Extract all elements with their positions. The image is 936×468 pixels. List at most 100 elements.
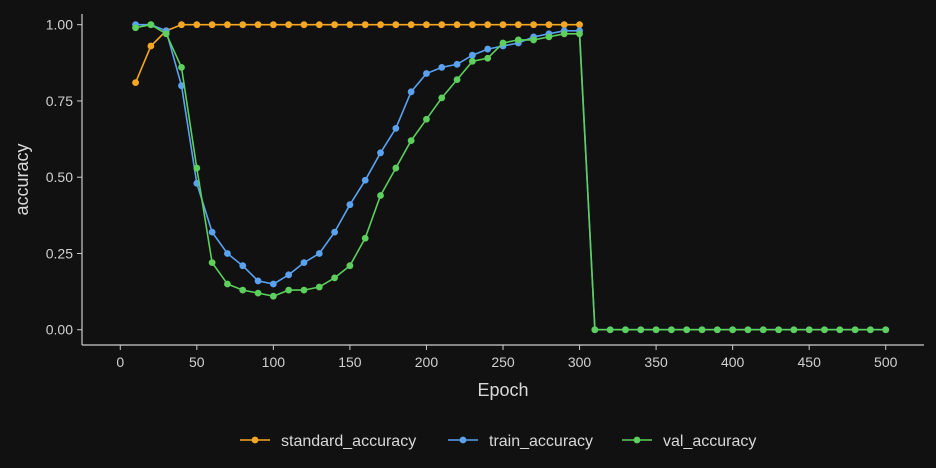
data-point-standard_accuracy <box>377 21 384 29</box>
legend-swatch-point <box>251 436 259 444</box>
data-point-standard_accuracy <box>285 21 293 29</box>
legend: standard_accuracy train_accuracy val_accur… <box>240 433 756 450</box>
data-point-val_accuracy <box>300 286 308 294</box>
series-layer <box>132 21 890 334</box>
data-point-train_accuracy <box>423 70 430 77</box>
data-point-val_accuracy <box>514 36 522 44</box>
data-point-train_accuracy <box>361 176 369 184</box>
data-point-standard_accuracy <box>438 21 446 29</box>
data-point-val_accuracy <box>392 164 400 172</box>
data-point-val_accuracy <box>821 326 828 334</box>
data-point-val_accuracy <box>683 326 691 334</box>
data-point-standard_accuracy <box>331 21 338 29</box>
data-point-val_accuracy <box>805 326 813 334</box>
legend-label: val_accuracy <box>663 433 756 450</box>
data-point-train_accuracy <box>224 250 231 257</box>
data-point-train_accuracy <box>331 228 338 236</box>
data-point-val_accuracy <box>530 36 538 44</box>
data-point-standard_accuracy <box>132 79 139 87</box>
data-point-standard_accuracy <box>514 21 522 29</box>
data-point-standard_accuracy <box>423 21 430 29</box>
data-point-train_accuracy <box>392 125 400 132</box>
data-point-train_accuracy <box>300 259 308 267</box>
data-point-standard_accuracy <box>576 21 583 29</box>
data-point-standard_accuracy <box>224 21 231 29</box>
data-point-val_accuracy <box>239 286 247 294</box>
data-point-train_accuracy <box>407 88 415 96</box>
data-point-val_accuracy <box>377 192 384 199</box>
x-tick-label: 450 <box>798 354 822 370</box>
data-point-train_accuracy <box>468 51 476 59</box>
data-point-val_accuracy <box>315 283 323 291</box>
data-point-val_accuracy <box>132 24 139 32</box>
data-point-val_accuracy <box>576 30 583 38</box>
data-point-val_accuracy <box>729 326 737 334</box>
data-point-standard_accuracy <box>530 21 538 29</box>
series-val_accuracy <box>132 21 890 334</box>
x-tick-label: 200 <box>415 354 439 370</box>
data-point-val_accuracy <box>759 326 767 334</box>
data-point-standard_accuracy <box>147 42 155 50</box>
data-point-standard_accuracy <box>178 21 185 29</box>
data-point-val_accuracy <box>269 292 277 300</box>
data-point-train_accuracy <box>377 149 384 157</box>
x-tick-label: 250 <box>491 354 515 370</box>
data-point-val_accuracy <box>193 164 201 172</box>
data-point-train_accuracy <box>239 262 247 270</box>
legend-item-standard_accuracy: standard_accuracy <box>240 433 416 450</box>
data-point-val_accuracy <box>606 326 614 334</box>
y-tick-label: 0.75 <box>46 93 73 109</box>
legend-swatch-point <box>459 436 467 444</box>
data-point-val_accuracy <box>622 326 629 334</box>
data-point-standard_accuracy <box>208 21 216 29</box>
data-point-standard_accuracy <box>468 21 476 29</box>
data-point-standard_accuracy <box>560 21 568 29</box>
data-point-train_accuracy <box>269 280 277 288</box>
data-point-standard_accuracy <box>453 21 461 29</box>
data-point-val_accuracy <box>851 326 859 334</box>
data-point-val_accuracy <box>713 326 721 334</box>
axes: 0 50 100 150 200 250 300 350 400 450 500 0.00 0.25 0.… <box>46 14 924 370</box>
legend-item-train_accuracy: train_accuracy <box>448 433 593 450</box>
data-point-val_accuracy <box>453 76 461 83</box>
x-tick-label: 350 <box>644 354 668 370</box>
data-point-val_accuracy <box>867 326 874 334</box>
data-point-standard_accuracy <box>315 21 323 29</box>
data-point-standard_accuracy <box>193 21 201 29</box>
data-point-standard_accuracy <box>545 21 553 29</box>
data-point-val_accuracy <box>698 326 706 334</box>
data-point-train_accuracy <box>285 271 293 279</box>
data-point-train_accuracy <box>346 201 354 209</box>
data-point-standard_accuracy <box>300 21 308 29</box>
data-point-standard_accuracy <box>254 21 262 29</box>
data-point-train_accuracy <box>178 82 185 90</box>
x-tick-label: 100 <box>262 354 286 370</box>
y-tick-label: 1.00 <box>46 17 73 33</box>
data-point-val_accuracy <box>468 57 476 65</box>
data-point-val_accuracy <box>162 30 170 38</box>
x-tick-label: 400 <box>721 354 745 370</box>
y-tick-label: 0.00 <box>46 322 73 338</box>
x-tick-label: 300 <box>568 354 592 370</box>
data-point-val_accuracy <box>178 63 185 71</box>
data-point-val_accuracy <box>744 326 752 334</box>
data-point-standard_accuracy <box>484 21 492 29</box>
data-point-val_accuracy <box>836 326 844 334</box>
x-axis-title: Epoch <box>477 380 528 400</box>
y-tick-label: 0.50 <box>46 169 73 185</box>
data-point-val_accuracy <box>438 94 446 102</box>
data-point-val_accuracy <box>331 274 338 282</box>
data-point-val_accuracy <box>147 21 155 29</box>
data-point-val_accuracy <box>254 289 262 297</box>
data-point-standard_accuracy <box>239 21 247 29</box>
data-point-train_accuracy <box>208 228 216 236</box>
data-point-standard_accuracy <box>392 21 400 29</box>
data-point-val_accuracy <box>560 30 568 38</box>
data-point-val_accuracy <box>668 326 675 334</box>
data-point-val_accuracy <box>423 115 430 123</box>
data-point-val_accuracy <box>637 326 645 334</box>
data-point-train_accuracy <box>315 250 323 257</box>
x-tick-label: 0 <box>116 354 124 370</box>
